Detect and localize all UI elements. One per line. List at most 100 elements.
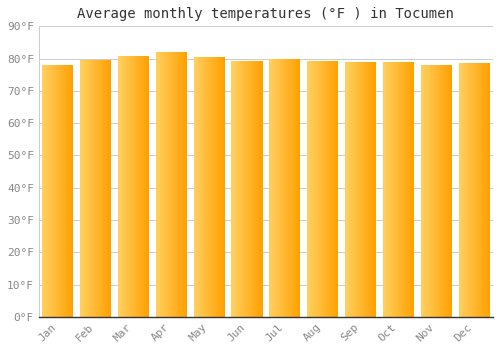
Bar (160, 52, 161, 317)
Bar (196, 57, 198, 317)
Bar (273, 59, 274, 317)
Bar (103, 60, 104, 317)
Bar (195, 57, 196, 317)
Bar (349, 62, 350, 317)
Bar (172, 52, 173, 317)
Bar (285, 59, 286, 317)
Bar (392, 62, 393, 317)
Bar (257, 61, 258, 317)
Bar (323, 61, 324, 317)
Bar (292, 59, 293, 317)
Bar (157, 52, 158, 317)
Bar (234, 61, 235, 317)
Bar (53, 65, 54, 317)
Bar (358, 62, 359, 317)
Bar (66, 65, 67, 317)
Bar (183, 52, 184, 317)
Bar (99, 60, 100, 317)
Bar (326, 61, 327, 317)
Bar (211, 57, 212, 317)
Bar (215, 57, 216, 317)
Bar (205, 57, 206, 317)
Bar (84, 60, 85, 317)
Bar (472, 63, 473, 317)
Bar (144, 56, 145, 317)
Bar (140, 56, 141, 317)
Bar (408, 62, 409, 317)
Bar (461, 63, 462, 317)
Bar (356, 62, 357, 317)
Bar (276, 59, 277, 317)
Bar (71, 65, 72, 317)
Bar (129, 56, 130, 317)
Bar (405, 62, 406, 317)
Bar (162, 52, 163, 317)
Bar (387, 62, 388, 317)
Bar (361, 62, 362, 317)
Bar (62, 65, 63, 317)
Bar (369, 62, 370, 317)
Bar (360, 62, 361, 317)
Bar (442, 65, 443, 317)
Bar (134, 56, 135, 317)
Bar (422, 65, 423, 317)
Bar (407, 62, 408, 317)
Bar (395, 62, 396, 317)
Bar (181, 52, 182, 317)
Bar (330, 61, 331, 317)
Bar (347, 62, 348, 317)
Bar (67, 65, 68, 317)
Bar (402, 62, 403, 317)
Bar (487, 63, 488, 317)
Bar (170, 52, 171, 317)
Bar (237, 61, 238, 317)
Bar (125, 56, 126, 317)
Bar (137, 56, 138, 317)
Bar (201, 57, 202, 317)
Bar (239, 61, 240, 317)
Bar (89, 60, 90, 317)
Bar (272, 59, 273, 317)
Bar (271, 59, 272, 317)
Bar (161, 52, 162, 317)
Bar (243, 61, 244, 317)
Bar (488, 63, 489, 317)
Bar (253, 61, 254, 317)
Bar (475, 63, 476, 317)
Bar (295, 59, 296, 317)
Bar (213, 57, 214, 317)
Bar (312, 61, 313, 317)
Bar (209, 57, 210, 317)
Bar (179, 52, 180, 317)
Bar (236, 61, 237, 317)
Bar (57, 65, 58, 317)
Bar (447, 65, 448, 317)
Bar (388, 62, 389, 317)
Bar (393, 62, 394, 317)
Bar (54, 65, 55, 317)
Bar (440, 65, 441, 317)
Bar (483, 63, 484, 317)
Bar (87, 60, 88, 317)
Bar (208, 57, 209, 317)
Bar (199, 57, 200, 317)
Bar (374, 62, 375, 317)
Bar (298, 59, 299, 317)
Bar (97, 60, 98, 317)
Bar (481, 63, 482, 317)
Bar (307, 61, 308, 317)
Bar (290, 59, 291, 317)
Bar (435, 65, 436, 317)
Bar (365, 62, 366, 317)
Bar (320, 61, 321, 317)
Bar (216, 57, 217, 317)
Title: Average monthly temperatures (°F ) in Tocumen: Average monthly temperatures (°F ) in To… (78, 7, 454, 21)
Bar (427, 65, 428, 317)
Bar (318, 61, 319, 317)
Bar (410, 62, 411, 317)
Bar (184, 52, 186, 317)
Bar (254, 61, 255, 317)
Bar (317, 61, 318, 317)
Bar (486, 63, 487, 317)
Bar (321, 61, 322, 317)
